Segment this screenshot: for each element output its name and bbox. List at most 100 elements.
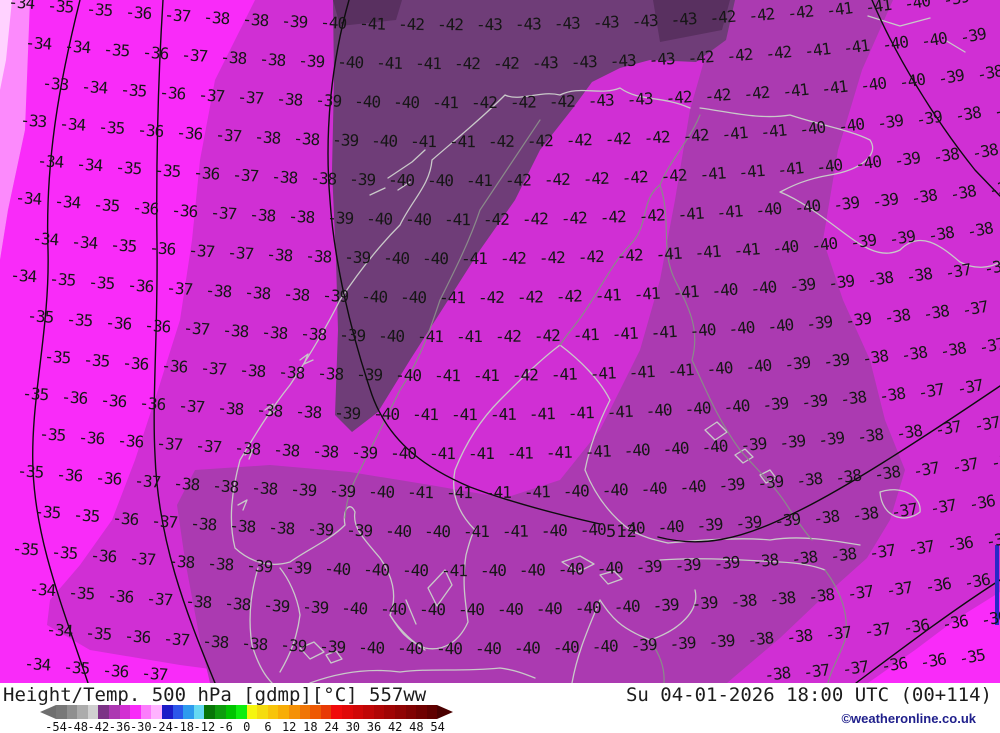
svg-text:-38: -38: [293, 129, 320, 150]
svg-text:-38: -38: [190, 514, 218, 535]
svg-text:-43: -43: [670, 9, 698, 30]
legend-bar: Height/Temp. 500 hPa [gdmp][°C] 557ww Su…: [0, 683, 1000, 733]
svg-text:-41: -41: [733, 239, 761, 260]
svg-text:-40: -40: [402, 561, 429, 581]
svg-text:-39: -39: [635, 557, 662, 577]
colorbar-segment: [214, 705, 226, 719]
svg-text:-39: -39: [915, 107, 944, 130]
svg-text:-39: -39: [263, 595, 291, 616]
svg-text:-40: -40: [395, 365, 422, 385]
svg-text:-38: -38: [895, 421, 924, 444]
svg-text:-35: -35: [27, 306, 55, 327]
svg-text:-41: -41: [672, 282, 700, 303]
svg-text:-38: -38: [948, 181, 977, 204]
chart-title: Height/Temp. 500 hPa [gdmp][°C] 557ww: [3, 684, 427, 706]
svg-text:-38: -38: [866, 268, 895, 290]
svg-text:-38: -38: [229, 516, 257, 537]
svg-text:-38: -38: [312, 441, 339, 461]
svg-text:-42: -42: [638, 205, 665, 226]
colorbar-segment: [363, 705, 374, 719]
svg-text:-39: -39: [778, 431, 806, 453]
svg-text:-37: -37: [944, 260, 973, 283]
colorbar-tick-label: 0: [243, 720, 251, 733]
svg-text:-34: -34: [54, 192, 82, 213]
svg-text:-36: -36: [56, 465, 84, 486]
contour-west-1: [31, 0, 89, 683]
colorbar-tick-label: 36: [366, 720, 382, 733]
svg-text:-38: -38: [839, 387, 867, 409]
svg-text:-40: -40: [640, 478, 667, 499]
colorbar-tick-label: 42: [387, 720, 403, 733]
svg-text:-40: -40: [427, 171, 454, 190]
svg-text:-34: -34: [81, 77, 109, 98]
svg-text:-38: -38: [273, 440, 301, 461]
svg-text:-36: -36: [171, 200, 199, 221]
svg-text:-42: -42: [582, 169, 609, 189]
svg-text:-37: -37: [917, 380, 946, 403]
svg-text:-35: -35: [17, 461, 45, 482]
svg-text:-42: -42: [488, 132, 514, 151]
svg-text:-36: -36: [159, 83, 187, 104]
svg-text:-38: -38: [222, 320, 250, 341]
svg-text:-41: -41: [628, 362, 655, 382]
svg-text:-39: -39: [876, 111, 905, 134]
svg-text:-35: -35: [34, 502, 62, 523]
svg-text:-42: -42: [495, 327, 521, 346]
svg-text:-41: -41: [738, 161, 766, 182]
latvia-coast: [571, 599, 601, 683]
svg-text:-40: -40: [337, 52, 364, 72]
svg-text:-36: -36: [122, 353, 150, 374]
svg-text:-38: -38: [768, 588, 796, 610]
svg-text:-39: -39: [832, 193, 860, 215]
svg-text:-38: -38: [300, 324, 327, 345]
svg-text:-38: -38: [883, 305, 912, 328]
oland-island: [405, 599, 417, 625]
svg-text:-39: -39: [280, 635, 307, 656]
svg-text:-41: -41: [441, 561, 467, 580]
norway-coast: [230, 87, 691, 651]
colorbar-segment: [161, 705, 173, 719]
svg-text:-36: -36: [112, 508, 140, 529]
svg-text:-35: -35: [110, 235, 138, 256]
svg-text:-34: -34: [59, 114, 87, 135]
svg-text:-41: -41: [434, 366, 461, 385]
svg-text:-38: -38: [239, 360, 267, 381]
colorbar-segment: [151, 705, 162, 719]
svg-text:-38: -38: [970, 140, 999, 163]
svg-text:-42: -42: [527, 131, 554, 151]
svg-text:-38: -38: [900, 342, 929, 365]
svg-text:-40: -40: [898, 69, 927, 92]
svg-text:-38: -38: [185, 591, 213, 612]
svg-text:-42: -42: [748, 4, 776, 25]
svg-text:-41: -41: [759, 120, 787, 142]
svg-text:-38: -38: [305, 246, 332, 266]
colorbar-tick-label: -42: [87, 720, 110, 733]
svg-text:-35: -35: [86, 0, 114, 20]
svg-text:-41: -41: [677, 204, 705, 225]
svg-text:-37: -37: [156, 434, 184, 455]
svg-text:-37: -37: [907, 537, 936, 560]
svg-text:-38: -38: [878, 383, 907, 406]
svg-text:-41: -41: [589, 363, 616, 383]
colorbar-tick-label: 48: [409, 720, 424, 733]
svg-text:-38: -38: [790, 547, 818, 569]
svg-text:-42: -42: [437, 15, 463, 34]
svg-text:-42: -42: [616, 245, 643, 265]
svg-text:-43: -43: [648, 49, 675, 70]
svg-text:-42: -42: [517, 287, 544, 306]
svg-text:-37: -37: [215, 125, 243, 146]
zone-palest-corner: [0, 0, 12, 90]
colorbar-tick-label: -36: [108, 720, 131, 733]
bothnia-east-coast: [559, 344, 669, 544]
svg-text:-34: -34: [24, 654, 52, 675]
svg-text:-39: -39: [290, 480, 317, 501]
svg-text:-42: -42: [539, 248, 566, 268]
svg-text:-38: -38: [205, 281, 233, 302]
valid-datetime: Su 04-01-2026 18:00 UTC (00+114): [625, 684, 992, 706]
svg-text:-34: -34: [32, 229, 60, 250]
svg-text:-40: -40: [662, 438, 689, 459]
svg-text:-37: -37: [227, 243, 255, 264]
svg-text:-38: -38: [261, 322, 289, 343]
svg-text:-38: -38: [812, 506, 840, 528]
svg-text:-36: -36: [90, 546, 118, 567]
